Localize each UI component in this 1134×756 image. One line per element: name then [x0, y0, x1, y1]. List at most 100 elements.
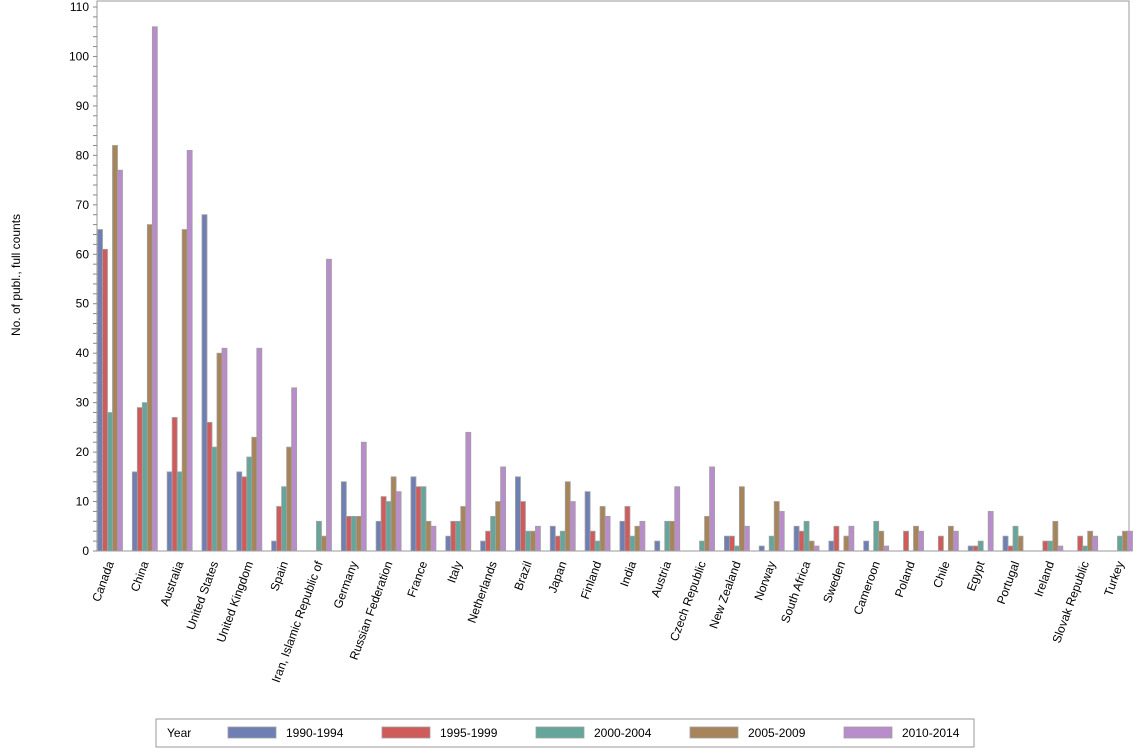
- y-tick-label: 20: [76, 445, 90, 459]
- bar-2010-2014: [465, 431, 472, 552]
- bar-2000-2004: [873, 520, 880, 552]
- x-tick-label: Italy: [444, 559, 465, 584]
- x-tick-label: Chile: [930, 559, 953, 590]
- y-tick-label: 80: [76, 148, 90, 162]
- x-tick-label: Australia: [157, 559, 186, 608]
- y-axis-label: No. of publ., full counts: [9, 214, 23, 336]
- legend-swatch-2010-2014: [843, 726, 893, 739]
- bar-2010-2014: [1127, 530, 1133, 552]
- bar-2010-2014: [987, 511, 994, 552]
- bar-1990-1994: [271, 540, 278, 552]
- x-tick-label: France: [404, 559, 430, 599]
- x-tick-label: China: [128, 559, 152, 594]
- bar-1995-1999: [450, 520, 457, 552]
- bar-2010-2014: [395, 491, 402, 552]
- bar-2005-2009: [738, 486, 745, 552]
- bar-2000-2004: [176, 471, 183, 552]
- bar-1990-1994: [1002, 535, 1009, 552]
- y-tick-label: 0: [82, 544, 89, 558]
- bar-2000-2004: [211, 446, 218, 552]
- bar-1995-1999: [1077, 535, 1084, 552]
- x-tick-label: United Kingdom: [214, 559, 256, 644]
- bar-2000-2004: [1117, 535, 1123, 552]
- bar-2010-2014: [291, 387, 298, 552]
- x-tick-label: United States: [184, 559, 222, 631]
- bar-2010-2014: [1057, 545, 1064, 552]
- x-tick-label: Germany: [331, 559, 361, 610]
- legend-label: 1990-1994: [286, 726, 344, 740]
- bar-2005-2009: [530, 530, 536, 552]
- bar-1995-1999: [589, 530, 596, 552]
- bar-1995-1999: [102, 248, 108, 552]
- bar-2010-2014: [186, 150, 193, 552]
- bar-2000-2004: [1082, 545, 1089, 552]
- bar-2000-2004: [141, 402, 148, 552]
- legend-label: 2000-2004: [594, 726, 652, 740]
- bar-1990-1994: [236, 471, 243, 552]
- bar-2010-2014: [918, 530, 924, 552]
- bar-2000-2004: [246, 456, 253, 552]
- bar-2010-2014: [151, 26, 158, 552]
- bar-2000-2004: [107, 412, 113, 552]
- bar-2010-2014: [743, 525, 750, 552]
- bar-2000-2004: [281, 486, 288, 552]
- bar-2005-2009: [878, 530, 885, 552]
- x-tick-label: Egypt: [964, 559, 988, 593]
- y-tick-label: 70: [76, 198, 90, 212]
- bar-1990-1994: [201, 214, 208, 552]
- x-tick-label: Japan: [545, 559, 569, 595]
- bar-2005-2009: [599, 506, 606, 552]
- x-tick-label: South Africa: [778, 559, 813, 625]
- x-tick-label: New Zealand: [706, 559, 743, 630]
- x-tick-label: Sweden: [820, 559, 848, 605]
- x-tick-label: Spain: [267, 559, 291, 593]
- bar-2000-2004: [420, 486, 427, 552]
- bar-1995-1999: [136, 407, 143, 552]
- bar-1995-1999: [903, 530, 909, 552]
- bar-1995-1999: [1042, 540, 1049, 552]
- y-tick-label: 100: [69, 49, 89, 63]
- bar-2000-2004: [699, 540, 705, 552]
- bar-2005-2009: [1122, 530, 1128, 552]
- bar-1990-1994: [515, 476, 521, 552]
- bar-1990-1994: [166, 471, 173, 552]
- bar-2010-2014: [360, 441, 367, 552]
- bar-1990-1994: [723, 535, 730, 552]
- bar-1990-1994: [619, 520, 626, 552]
- bar-2005-2009: [634, 525, 641, 552]
- y-tick-label: 40: [76, 346, 90, 360]
- x-tick-label: Brazil: [511, 559, 534, 592]
- bar-2000-2004: [629, 535, 636, 552]
- bar-2000-2004: [594, 540, 601, 552]
- bar-2000-2004: [350, 515, 357, 552]
- bar-2000-2004: [768, 535, 775, 552]
- bar-1995-1999: [415, 486, 422, 552]
- bar-1990-1994: [967, 545, 974, 552]
- bar-2005-2009: [216, 352, 223, 552]
- bar-2005-2009: [947, 525, 954, 552]
- bar-1990-1994: [340, 481, 347, 552]
- bar-2005-2009: [1087, 530, 1094, 552]
- bar-1990-1994: [863, 540, 870, 552]
- bar-2005-2009: [251, 436, 258, 552]
- x-tick-label: Norway: [751, 559, 778, 602]
- x-tick-label: Portugal: [994, 559, 1022, 606]
- bar-1990-1994: [131, 471, 138, 552]
- x-tick-label: Poland: [892, 559, 918, 599]
- bar-2005-2009: [669, 520, 676, 552]
- bar-2010-2014: [778, 511, 785, 552]
- bar-2000-2004: [316, 520, 322, 552]
- bar-2010-2014: [326, 258, 332, 552]
- bar-2000-2004: [385, 501, 392, 552]
- bar-1990-1994: [97, 229, 103, 552]
- bar-2005-2009: [1017, 535, 1024, 552]
- y-tick-label: 60: [76, 247, 90, 261]
- legend-swatch-2005-2009: [689, 726, 739, 739]
- bar-2010-2014: [639, 520, 646, 552]
- bar-1995-1999: [276, 506, 283, 552]
- bar-1995-1999: [833, 525, 840, 552]
- bar-2010-2014: [256, 347, 263, 552]
- bar-1990-1994: [758, 545, 765, 552]
- bar-1990-1994: [654, 540, 661, 552]
